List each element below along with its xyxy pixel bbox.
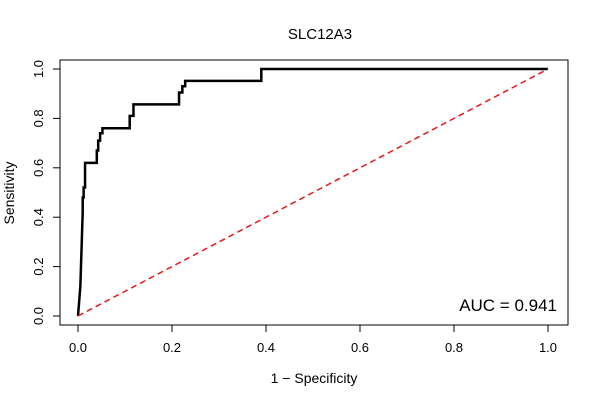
y-tick-label: 0.2 bbox=[31, 258, 46, 276]
y-tick-label: 1.0 bbox=[31, 60, 46, 78]
chart-title: SLC12A3 bbox=[288, 26, 352, 43]
roc-curve-line bbox=[76, 67, 548, 317]
y-tick-label: 0.8 bbox=[31, 109, 46, 127]
series-layer bbox=[76, 67, 549, 317]
x-tick-label: 0.8 bbox=[445, 340, 463, 355]
x-tick-label: 0.0 bbox=[69, 340, 87, 355]
reference-diagonal-line bbox=[77, 68, 549, 317]
y-tick-label: 0.0 bbox=[31, 307, 46, 325]
x-axis-label: 1 − Specificity bbox=[271, 370, 358, 386]
y-tick-label: 0.6 bbox=[31, 159, 46, 177]
y-axis: 0.0 0.2 0.4 0.6 0.8 1.0 bbox=[31, 60, 61, 325]
x-axis: 0.0 0.2 0.4 0.6 0.8 1.0 bbox=[69, 324, 557, 355]
x-tick-label: 0.2 bbox=[163, 340, 181, 355]
y-tick-label: 0.4 bbox=[31, 208, 46, 226]
x-tick-label: 0.4 bbox=[257, 340, 275, 355]
auc-annotation: AUC = 0.941 bbox=[459, 296, 557, 315]
x-tick-label: 0.6 bbox=[351, 340, 369, 355]
y-axis-label: Sensitivity bbox=[1, 161, 17, 224]
x-tick-label: 1.0 bbox=[539, 340, 557, 355]
